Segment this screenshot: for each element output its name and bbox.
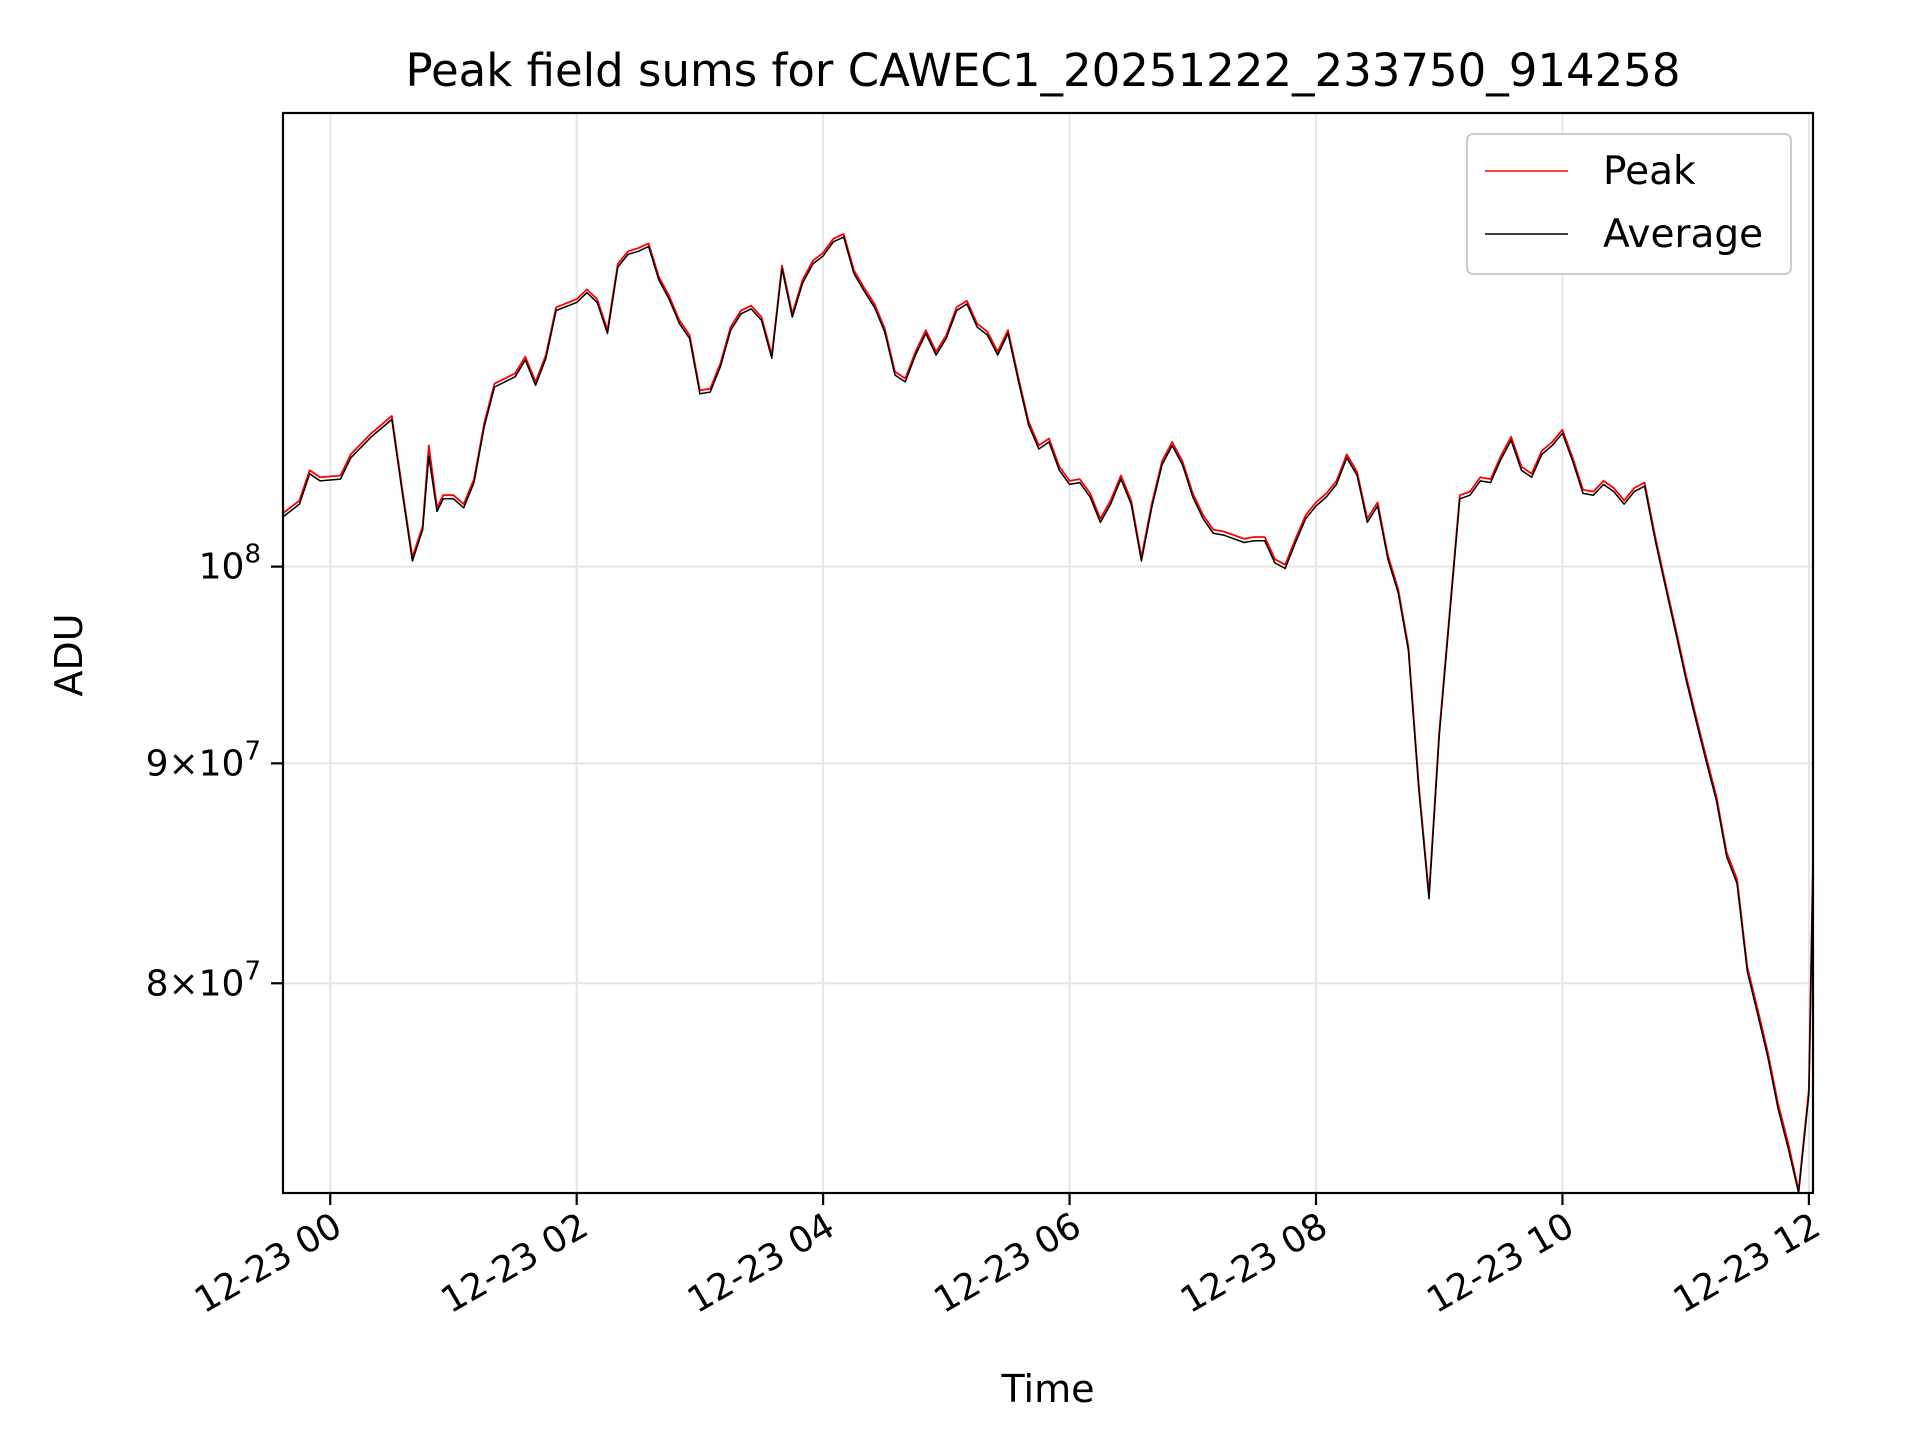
x-tick-label: 12-23 00 bbox=[188, 1205, 349, 1321]
y-tick-label: 9×107 bbox=[146, 736, 261, 784]
grid bbox=[283, 113, 1813, 1193]
series-layer bbox=[282, 233, 1814, 1194]
legend-label-average: Average bbox=[1603, 212, 1763, 257]
legend: Peak Average bbox=[1466, 133, 1792, 275]
y-tick-label: 108 bbox=[199, 540, 261, 588]
x-axis-label: Time bbox=[1001, 1367, 1095, 1411]
chart-title: Peak field sums for CAWEC1_20251222_2337… bbox=[405, 44, 1680, 97]
y-axis: 108 9×107 8×107 bbox=[146, 540, 283, 1004]
series-line-average bbox=[282, 236, 1814, 1194]
x-tick-label: 12-23 02 bbox=[435, 1205, 596, 1321]
x-axis: 12-23 00 12-23 02 12-23 04 12-23 06 12-23 08… bbox=[188, 1193, 1827, 1322]
x-tick-label: 12-23 12 bbox=[1667, 1205, 1828, 1321]
x-tick-label: 12-23 06 bbox=[927, 1205, 1088, 1321]
legend-frame bbox=[1466, 133, 1792, 275]
x-tick-label: 12-23 10 bbox=[1420, 1205, 1581, 1321]
y-axis-label: ADU bbox=[47, 613, 91, 696]
x-tick-label: 12-23 04 bbox=[681, 1205, 842, 1321]
series-line-peak bbox=[282, 233, 1814, 1192]
plot-frame bbox=[281, 111, 1815, 1195]
legend-label-peak: Peak bbox=[1603, 149, 1696, 194]
x-tick-label: 12-23 08 bbox=[1174, 1205, 1335, 1321]
y-tick-label: 8×107 bbox=[146, 956, 261, 1004]
